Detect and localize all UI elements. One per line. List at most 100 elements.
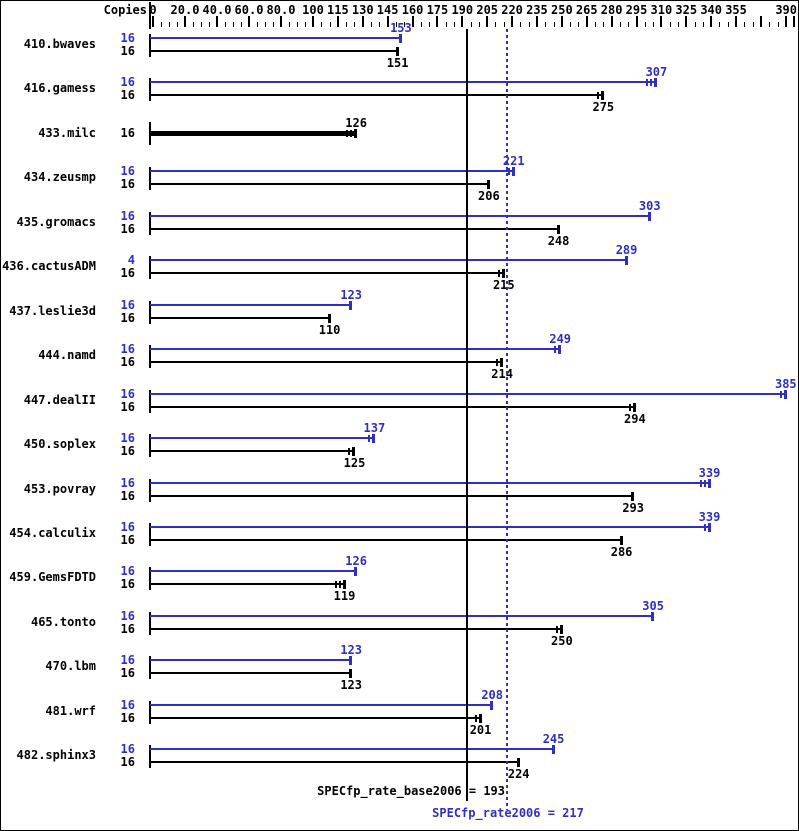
benchmark-name: 444.namd (38, 348, 96, 362)
axis-major-tick (735, 16, 738, 27)
axis-major-tick (710, 16, 713, 27)
axis-major-tick (411, 16, 414, 27)
result-bar (150, 406, 635, 408)
group-bracket (149, 567, 151, 590)
bar-end-cap (500, 358, 504, 367)
axis-minor-tick (644, 22, 646, 27)
axis-minor-tick (495, 22, 497, 27)
axis-minor-tick (305, 22, 306, 27)
result-bar (150, 482, 710, 484)
score-label: 385 (774, 377, 797, 391)
axis-minor-tick (545, 22, 547, 27)
bar-end-cap (354, 567, 358, 576)
result-bar (150, 272, 504, 274)
bar-end-cap (372, 434, 376, 443)
axis-minor-tick (420, 22, 422, 27)
axis-tick-label: 325 (675, 3, 698, 17)
run-tick (555, 626, 558, 633)
bar-end-cap (342, 580, 346, 589)
benchmark-name: 470.lbm (45, 659, 96, 673)
bar-end-cap (398, 34, 402, 43)
bar-end-cap (619, 536, 623, 545)
result-bar (150, 450, 355, 452)
axis-minor-tick (289, 22, 290, 27)
axis-tick-label: 100 (302, 3, 324, 17)
copies-label: 16 (120, 622, 135, 636)
axis-minor-tick (702, 22, 704, 27)
score-label: 224 (507, 767, 530, 781)
axis-major-tick (361, 16, 364, 27)
base-reference-label: SPECfp_rate_base2006 = 193 (317, 784, 505, 798)
axis-minor-tick (570, 22, 572, 27)
axis-major-tick (759, 16, 762, 27)
result-bar (150, 761, 519, 763)
run-tick (334, 581, 337, 588)
group-bracket (149, 345, 151, 368)
score-label: 248 (547, 234, 570, 248)
bar-end-cap (501, 269, 505, 278)
bar-end-cap (511, 167, 515, 176)
group-bracket (149, 212, 151, 235)
group-bracket (149, 479, 151, 502)
bar-end-cap (707, 523, 711, 532)
run-tick (597, 92, 600, 99)
axis-tick-label: 40.0 (202, 3, 232, 17)
result-bar (150, 183, 489, 185)
axis-tick-label: 220 (501, 3, 523, 17)
score-label: 294 (624, 412, 646, 426)
copies-label: 16 (120, 342, 135, 356)
copies-label: 16 (120, 431, 135, 445)
run-tick (703, 524, 706, 531)
axis-minor-tick (371, 22, 373, 27)
run-tick (646, 79, 649, 86)
axis-tick-label: 0 (149, 3, 157, 17)
bar-end-cap (352, 447, 356, 456)
result-bar (150, 659, 352, 661)
benchmark-name: 434.zeusmp (23, 170, 96, 184)
axis-major-tick (610, 16, 613, 27)
axis-tick-label: 390 (775, 3, 797, 17)
bar-end-cap (632, 403, 636, 412)
run-tick (497, 270, 500, 277)
axis-minor-tick (395, 22, 397, 27)
axis-major-tick (793, 16, 796, 27)
copies-label: 16 (120, 387, 135, 401)
copies-label: 16 (120, 31, 135, 45)
score-label: 201 (469, 723, 492, 737)
run-tick (338, 581, 341, 588)
axis-tick-label: 175 (426, 3, 449, 17)
axis-tick-label: 250 (551, 3, 573, 17)
copies-label: 16 (120, 209, 135, 223)
axis-minor-tick (653, 22, 655, 27)
axis-minor-tick (329, 22, 331, 27)
axis-minor-tick (225, 22, 226, 27)
axis-tick-label: 310 (650, 3, 673, 17)
run-tick (348, 448, 351, 455)
axis-major-tick (248, 16, 250, 27)
bar-end-cap (601, 91, 605, 100)
benchmark-name: 410.bwaves (23, 37, 96, 51)
group-bracket (149, 656, 151, 679)
axis-minor-tick (233, 22, 234, 27)
axis-minor-tick (445, 22, 447, 27)
axis-minor-tick (161, 22, 162, 27)
copies-label: 16 (120, 311, 135, 325)
axis-tick-label: 130 (351, 3, 374, 17)
run-tick (628, 404, 631, 411)
result-bar (150, 539, 622, 541)
axis-minor-tick (379, 22, 381, 27)
score-label: 245 (542, 732, 565, 746)
copies-label: 16 (120, 88, 135, 102)
result-bar (150, 495, 634, 497)
axis-minor-tick (528, 22, 530, 27)
bar-end-cap (651, 612, 655, 621)
score-label: 206 (478, 189, 500, 203)
score-label: 305 (642, 599, 664, 613)
score-label: 153 (390, 21, 412, 35)
score-label: 289 (615, 243, 638, 257)
result-bar (150, 317, 330, 319)
axis-minor-tick (719, 22, 721, 27)
copies-label: 16 (120, 666, 135, 680)
axis-major-tick (386, 16, 389, 27)
